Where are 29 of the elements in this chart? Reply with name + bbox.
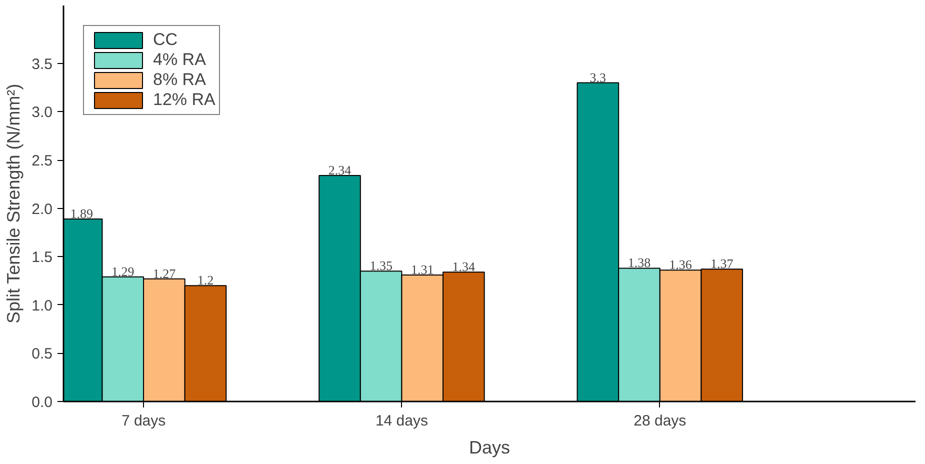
- y-tick-label: 3.5: [32, 56, 53, 73]
- y-tick-label: 3.0: [32, 104, 53, 122]
- data-label: 1.37: [710, 256, 734, 272]
- y-axis-title: Split Tensile Strength (N/mm²): [4, 84, 24, 324]
- data-label: 1.31: [411, 262, 434, 277]
- data-label: 1.34: [452, 259, 476, 274]
- y-tick-label: 0.0: [32, 394, 53, 411]
- legend-label: 4% RA: [153, 50, 206, 70]
- data-label: 1.29: [112, 264, 134, 279]
- legend-label: CC: [153, 30, 178, 50]
- data-label: 1.35: [370, 258, 392, 274]
- data-label: 1.36: [669, 257, 692, 272]
- y-tick-label: 0.5: [32, 346, 53, 363]
- data-label: 1.2: [197, 272, 214, 288]
- y-tick-label: 2.0: [32, 200, 53, 218]
- data-label: 1.27: [152, 266, 176, 281]
- legend-label: 12% RA: [153, 90, 216, 110]
- y-tick-label: 1.5: [32, 249, 53, 266]
- x-tick-label: 28 days: [634, 412, 686, 430]
- data-label: 2.34: [328, 162, 352, 178]
- x-tick-label: 7 days: [121, 412, 166, 430]
- y-tick-label: 1.0: [32, 297, 53, 314]
- x-tick-label: 14 days: [375, 412, 428, 430]
- data-label: 3.3: [590, 70, 606, 85]
- legend-label: 8% RA: [153, 70, 206, 90]
- y-tick-label: 2.5: [32, 152, 53, 170]
- data-label: 1.89: [70, 206, 93, 221]
- data-label: 1.38: [628, 255, 651, 270]
- x-axis-title: Days: [468, 438, 510, 458]
